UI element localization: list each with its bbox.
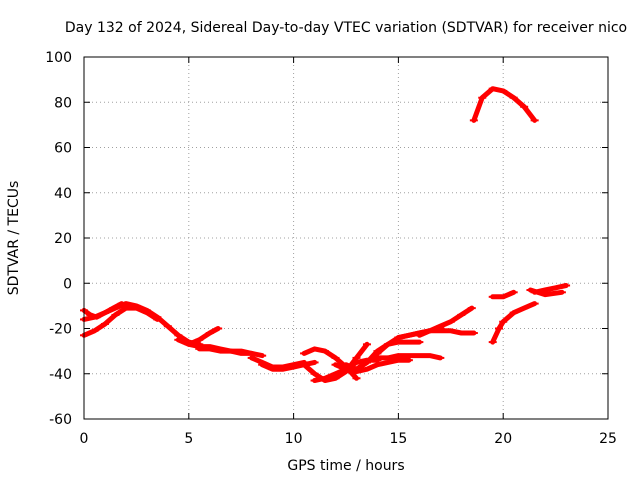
data-series (80, 86, 571, 383)
x-tick-label: 25 (599, 431, 617, 447)
chart-title: Day 132 of 2024, Sidereal Day-to-day VTE… (65, 20, 627, 36)
x-tick-label: 15 (389, 431, 407, 447)
y-tick-labels: -60 -40 -20 0 20 40 60 80 100 (45, 50, 72, 428)
x-tick-label: 0 (80, 431, 89, 447)
y-tick-label: -60 (49, 412, 72, 428)
y-tick-label: 80 (54, 95, 72, 111)
y-axis-label: SDTVAR / TECUs (6, 181, 22, 296)
x-tick-label: 10 (285, 431, 303, 447)
x-tick-label: 20 (494, 431, 512, 447)
y-tick-label: 60 (54, 141, 72, 157)
y-tick-label: 0 (63, 276, 72, 292)
x-tick-label: 5 (184, 431, 193, 447)
y-tick-label: 100 (45, 50, 72, 66)
axis-ticks (83, 56, 609, 420)
y-tick-label: 40 (54, 186, 72, 202)
y-tick-label: 20 (54, 231, 72, 247)
x-axis-label: GPS time / hours (287, 458, 404, 474)
series-track-5 (186, 326, 221, 347)
y-tick-label: -20 (49, 322, 72, 338)
y-tick-label: -40 (49, 367, 72, 383)
x-tick-labels: 0 5 10 15 20 25 (80, 431, 617, 447)
